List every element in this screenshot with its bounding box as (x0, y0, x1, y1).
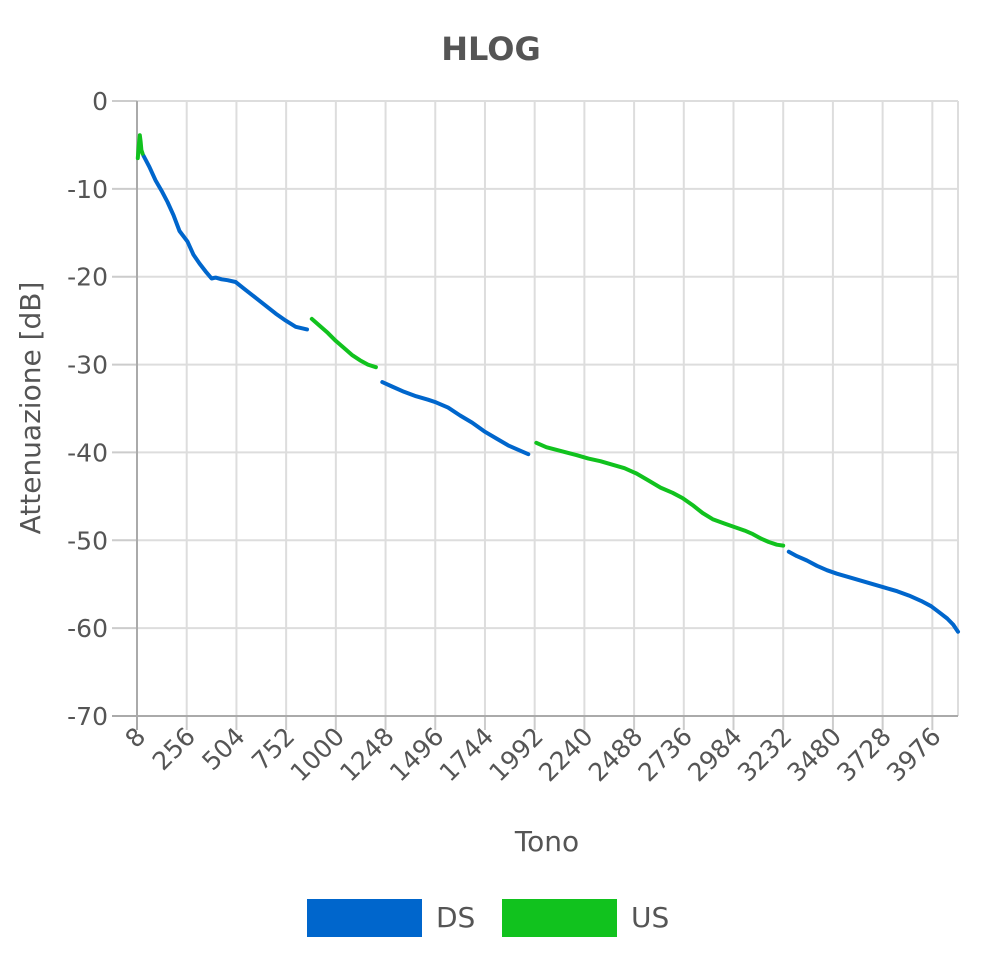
series-ds-segment (380, 380, 531, 457)
x-tick-label: 2240 (533, 722, 598, 787)
x-axis-label: Tono (514, 825, 579, 858)
legend-label-us[interactable]: US (631, 901, 669, 934)
y-axis-label: Attenuazione [dB] (14, 282, 47, 535)
axes (112, 100, 958, 730)
x-tick-label: 3232 (732, 722, 797, 787)
series-us-segment (309, 316, 378, 370)
grid (136, 100, 959, 717)
x-tick-label: 3976 (881, 722, 946, 787)
x-tick-label: 1000 (285, 722, 350, 787)
x-tick-label: 8 (119, 722, 151, 754)
legend-label-ds[interactable]: DS (436, 901, 475, 934)
x-tick-label: 2984 (682, 722, 747, 787)
series-us-segment (135, 133, 145, 161)
x-tick-label: 2736 (633, 722, 698, 787)
x-ticks: 8256504752100012481496174419922240248827… (119, 722, 946, 787)
y-tick-label: -50 (67, 526, 108, 555)
x-tick-label: 3480 (782, 722, 847, 787)
y-tick-label: -60 (67, 614, 108, 643)
series-ds-segment (786, 549, 960, 634)
x-tick-label: 504 (196, 722, 250, 776)
y-ticks: 0 -10 -20 -30 -40 -50 -60 -70 (67, 87, 108, 731)
y-tick-label: -30 (67, 351, 108, 380)
y-tick-label: -10 (67, 175, 108, 204)
y-tick-label: -70 (67, 702, 108, 731)
x-tick-label: 1496 (384, 722, 449, 787)
series-us-segment (534, 440, 786, 548)
y-tick-label: 0 (92, 87, 108, 116)
legend-swatch-ds[interactable] (307, 899, 422, 937)
x-tick-label: 1992 (483, 722, 548, 787)
y-tick-label: -20 (67, 263, 108, 292)
series-lines (135, 133, 960, 634)
x-tick-label: 2488 (583, 722, 648, 787)
x-tick-label: 1744 (434, 722, 499, 787)
x-tick-label: 1248 (334, 722, 399, 787)
chart-title: HLOG (441, 30, 541, 68)
series-ds-segment (141, 153, 309, 332)
x-tick-label: 3728 (831, 722, 896, 787)
x-tick-label: 256 (147, 722, 201, 776)
legend-swatch-us[interactable] (502, 899, 617, 937)
y-tick-label: -40 (67, 438, 108, 467)
legend: DS US (307, 899, 669, 937)
